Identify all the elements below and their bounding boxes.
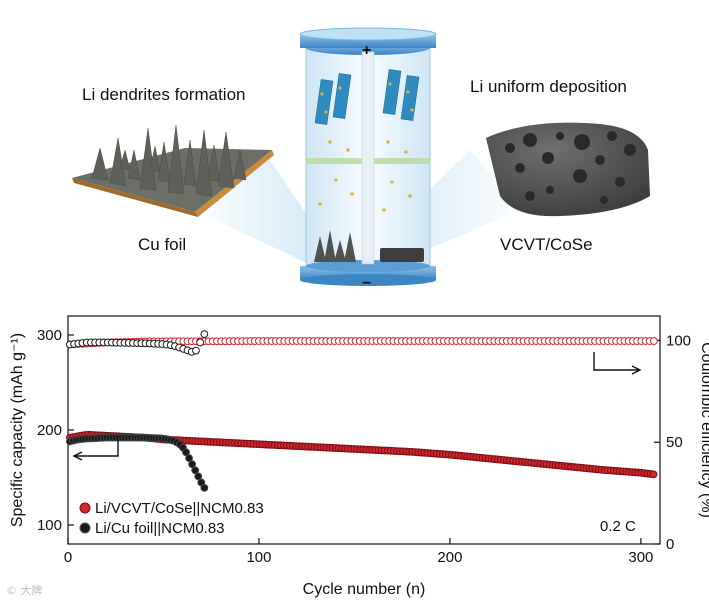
capacity-data-point: [191, 466, 200, 475]
x-tick-label: 300: [628, 549, 653, 566]
chart-marks: [66, 330, 658, 492]
right-schematic-label: VCVT/CoSe: [500, 235, 593, 254]
capacity-data-point: [182, 448, 190, 457]
cell-plus-sign: +: [362, 42, 371, 59]
cu-foil-dendrites-illustration: [72, 124, 274, 217]
legend-marker-vcvt: [79, 502, 91, 514]
y-left-tick-label: 200: [37, 422, 62, 439]
y-axis-label-right: Coulombic efficiency (%): [698, 342, 709, 518]
legend-label-cu: Li/Cu foil||NCM0.83: [95, 520, 225, 537]
series-3: [66, 330, 209, 356]
battery-cell-illustration: + −: [299, 27, 437, 292]
left-schematic-title: Li dendrites formation: [82, 85, 245, 104]
x-tick-label: 100: [246, 549, 271, 566]
watermark: © 大牌: [6, 584, 43, 597]
series-1: [66, 433, 209, 492]
capacity-data-point: [194, 472, 203, 481]
x-tick-label: 200: [437, 549, 462, 566]
ce-data-point: [649, 337, 658, 345]
y-left-tick-label: 300: [37, 327, 62, 344]
capacity-data-point: [185, 454, 193, 463]
x-axis-label: Cycle number (n): [303, 581, 426, 598]
schematic: Li dendrites formation Cu foil: [72, 27, 650, 292]
ce-data-point: [196, 338, 205, 347]
vcvt-cose-foam-illustration: [486, 122, 650, 217]
y-right-tick-label: 0: [666, 536, 674, 553]
legend: Li/VCVT/CoSe||NCM0.83 Li/Cu foil||NCM0.8…: [79, 500, 264, 537]
capacity-data-point: [188, 460, 197, 469]
left-schematic-label: Cu foil: [138, 235, 186, 254]
legend-marker-cu: [79, 522, 91, 534]
left-axis-arrow: [72, 440, 119, 461]
right-axis-arrow: [593, 352, 642, 375]
left-zoom-cone: [198, 148, 322, 270]
ce-data-point: [192, 346, 200, 355]
ce-data-point: [200, 330, 209, 339]
y-right-tick-label: 50: [666, 434, 683, 451]
y-right-tick-label: 100: [666, 332, 691, 349]
capacity-data-point: [200, 483, 209, 492]
y-axis-label-left: Specific capacity (mAh g⁻¹): [9, 333, 26, 527]
legend-label-vcvt: Li/VCVT/CoSe||NCM0.83: [95, 500, 264, 517]
x-tick-label: 0: [64, 549, 72, 566]
cell-minus-sign: −: [362, 275, 371, 292]
right-schematic-title: Li uniform deposition: [470, 77, 627, 96]
y-left-tick-label: 100: [37, 517, 62, 534]
capacity-data-point: [649, 470, 658, 479]
rate-annotation: 0.2 C: [600, 518, 636, 535]
